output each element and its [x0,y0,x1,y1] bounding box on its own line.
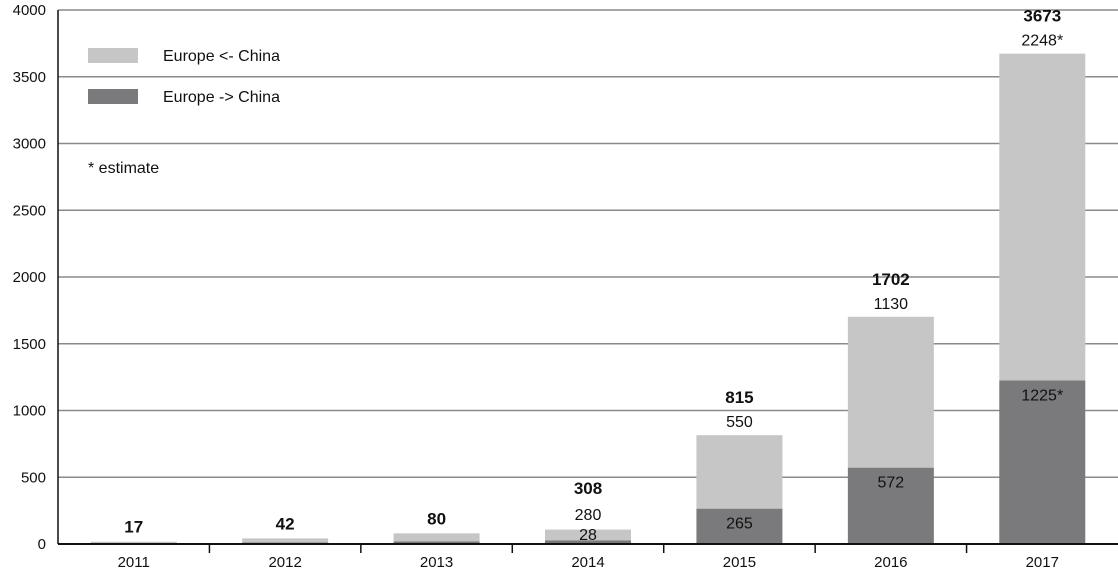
bar-europe-from-china [393,533,480,542]
data-label-europe-to-china: 265 [726,516,753,533]
total-label: 1702 [872,270,910,289]
bar-europe-from-china [999,53,1086,381]
x-tick-label: 2013 [420,554,453,571]
x-tick-label: 2014 [571,554,604,571]
bar-europe-from-china [242,538,329,543]
y-tick-label: 1000 [13,403,46,420]
bar-europe-to-china [393,541,480,544]
y-tick-label: 4000 [13,2,46,19]
data-label-europe-from-china: 280 [575,507,602,524]
bar-europe-from-china [545,529,631,541]
total-label: 17 [124,518,143,537]
data-label-europe-to-china: 572 [878,475,905,492]
total-label: 308 [574,479,602,498]
data-label-europe-from-china: 550 [726,414,753,431]
x-tick-label: 2015 [723,554,756,571]
total-label: 3673 [1023,7,1061,26]
y-tick-label: 500 [21,469,46,486]
y-tick-label: 2000 [13,269,46,286]
bar-europe-from-china [847,316,934,468]
bars [90,53,1086,544]
bar-europe-from-china [90,541,177,544]
y-tick-label: 3000 [13,136,46,153]
estimate-note: * estimate [88,160,159,177]
axes: 0 500 1000 1500 2000 2500 3000 3500 4000 2011 2012… [13,2,1118,571]
legend: Europe <- China Europe -> China [88,48,280,106]
x-tick-label: 2017 [1026,554,1059,571]
gridlines [58,9,1118,478]
bar-europe-to-china [999,380,1086,544]
x-tick-label: 2016 [874,554,907,571]
bar-europe-to-china [847,467,934,544]
legend-swatch [88,48,138,63]
total-label: 815 [725,388,753,407]
total-label: 42 [276,514,295,533]
total-label: 80 [427,509,446,528]
bar-europe-from-china [696,435,783,509]
data-label-europe-to-china: 1225* [1021,387,1063,404]
bar-europe-to-china [696,508,783,544]
legend-label: Europe -> China [163,89,280,106]
y-tick-label: 3500 [13,69,46,86]
x-tick-label: 2012 [268,554,301,571]
bar-europe-to-china [545,540,631,544]
y-tick-label: 1500 [13,336,46,353]
x-tick-label: 2011 [118,554,150,571]
legend-swatch [88,89,138,104]
y-tick-label: 0 [38,536,46,553]
data-label-europe-from-china: 2248* [1021,33,1063,50]
data-label-europe-to-china: 28 [579,527,597,544]
data-labels: 17 42 80 28 280 308 265 550 815 572 1130 1702 1225* 2… [124,7,1063,544]
y-tick-label: 2500 [13,202,46,219]
data-label-europe-from-china: 1130 [874,296,909,313]
legend-label: Europe <- China [163,48,280,65]
